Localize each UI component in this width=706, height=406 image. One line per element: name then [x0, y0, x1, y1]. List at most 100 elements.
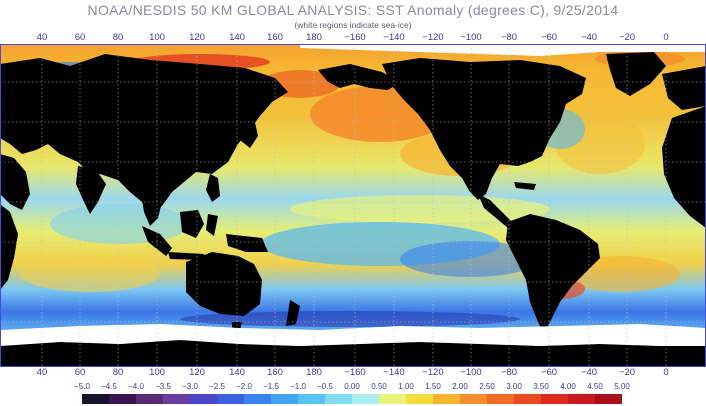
lon-label: −100 — [460, 367, 482, 378]
color-scale-swatch — [190, 394, 218, 404]
color-scale-swatch — [352, 394, 380, 404]
lon-label: 60 — [74, 367, 86, 378]
map-subtitle: (white regions indicate sea-ice) — [294, 20, 412, 30]
lon-label: 0 — [663, 367, 669, 378]
color-scale-swatch — [460, 394, 488, 404]
sea-ice — [0, 44, 706, 346]
lon-label: −140 — [383, 367, 405, 378]
sea-ice-arctic — [300, 44, 706, 56]
land-arabia — [0, 154, 30, 210]
land-japan — [238, 110, 258, 148]
color-scale-swatch — [82, 394, 110, 404]
map-title: NOAA/NESDIS 50 KM GLOBAL ANALYSIS: SST A… — [87, 2, 619, 18]
color-scale-swatch — [109, 394, 137, 404]
color-scale-label: 0.50 — [371, 382, 387, 391]
color-scale-label: 3.00 — [506, 382, 522, 391]
sst-anomaly-map — [0, 44, 706, 367]
lon-label: 120 — [189, 367, 205, 378]
color-scale-swatch — [217, 394, 245, 404]
lon-label: 0 — [663, 32, 669, 43]
lon-label: −20 — [618, 367, 636, 378]
color-scale-label: 3.50 — [533, 382, 549, 391]
color-scale-label: 1.50 — [425, 382, 441, 391]
color-scale-label: 2.00 — [452, 382, 468, 391]
lon-label: −120 — [422, 32, 444, 43]
lon-label: −60 — [540, 367, 558, 378]
color-scale-labels: −5.0 −4.5 −4.0 −3.5 −3.0 −2.5 −2.0 −1.5 −1.0 −0.5… — [0, 382, 706, 393]
color-scale-label: −1.5 — [263, 382, 279, 391]
land-south-america — [506, 214, 600, 334]
color-scale-label: 4.50 — [587, 382, 603, 391]
lon-label: −120 — [422, 367, 444, 378]
lon-label: 140 — [229, 367, 245, 378]
lon-label: −160 — [344, 367, 366, 378]
land-indochina — [140, 186, 162, 226]
land-cuba — [514, 182, 536, 190]
lon-label: 60 — [74, 32, 86, 43]
color-scale-swatch — [163, 394, 191, 404]
color-scale-label: 1.00 — [398, 382, 414, 391]
color-scale-label: 4.00 — [560, 382, 576, 391]
land-philippines — [206, 174, 220, 202]
sea-ice-antarctic — [0, 324, 706, 346]
color-scale-swatch — [487, 394, 515, 404]
color-scale-swatch — [244, 394, 272, 404]
lon-label: 140 — [229, 32, 245, 43]
color-scale-swatch — [595, 394, 622, 404]
lon-label: −80 — [500, 32, 518, 43]
land-new-zealand — [286, 300, 300, 326]
color-scale-label: −4.0 — [128, 382, 144, 391]
color-scale-swatch — [541, 394, 569, 404]
land-africa — [0, 204, 18, 290]
graticule — [0, 44, 706, 367]
lon-label: −60 — [540, 32, 558, 43]
color-scale-label: 2.50 — [479, 382, 495, 391]
longitude-labels-top: 40 60 80 100 120 140 160 180 −160 −140 −… — [0, 32, 706, 44]
land-new-guinea — [226, 234, 268, 252]
lon-label: 120 — [189, 32, 205, 43]
lon-label: 180 — [306, 32, 322, 43]
color-scale-label: −3.5 — [155, 382, 171, 391]
land-central-america — [478, 194, 514, 228]
color-scale-label: −2.0 — [236, 382, 252, 391]
land-greenland — [606, 52, 666, 96]
color-scale-swatch — [433, 394, 461, 404]
color-scale-swatch — [271, 394, 299, 404]
color-scale-label: −1.0 — [290, 382, 306, 391]
land-alaska — [318, 64, 400, 90]
land-borneo — [180, 210, 204, 238]
color-scale-swatch — [406, 394, 434, 404]
lon-label: −80 — [500, 367, 518, 378]
lon-label: −40 — [580, 367, 598, 378]
lon-label: 100 — [149, 367, 165, 378]
color-scale-label: −5.0 — [74, 382, 90, 391]
color-scale-swatch — [298, 394, 326, 404]
color-scale-swatch — [136, 394, 164, 404]
color-scale-swatch — [514, 394, 542, 404]
color-scale-bar — [82, 394, 622, 404]
land-java — [168, 252, 204, 260]
land-west-africa — [662, 106, 706, 228]
color-scale-swatch — [325, 394, 353, 404]
lon-label: −40 — [580, 32, 598, 43]
lon-label: 80 — [112, 32, 124, 43]
color-scale-swatch — [568, 394, 596, 404]
land-sulawesi — [206, 214, 218, 236]
color-scale-label: −3.0 — [182, 382, 198, 391]
longitude-labels-bottom: 40 60 80 100 120 140 160 180 −160 −140 −… — [0, 367, 706, 379]
lon-label: −140 — [383, 32, 405, 43]
lon-label: −20 — [618, 32, 636, 43]
lon-label: 180 — [306, 367, 322, 378]
land-australia — [186, 252, 262, 316]
land-eurasia — [0, 54, 288, 214]
lon-label: 40 — [36, 367, 48, 378]
color-scale-label: −2.5 — [209, 382, 225, 391]
lon-label: −160 — [344, 32, 366, 43]
lon-label: 80 — [112, 367, 124, 378]
color-scale-label: −4.5 — [101, 382, 117, 391]
land-india — [76, 166, 106, 214]
lon-label: −100 — [460, 32, 482, 43]
lon-label: 100 — [149, 32, 165, 43]
color-scale-label: 0.00 — [344, 382, 360, 391]
lon-label: 160 — [267, 32, 283, 43]
